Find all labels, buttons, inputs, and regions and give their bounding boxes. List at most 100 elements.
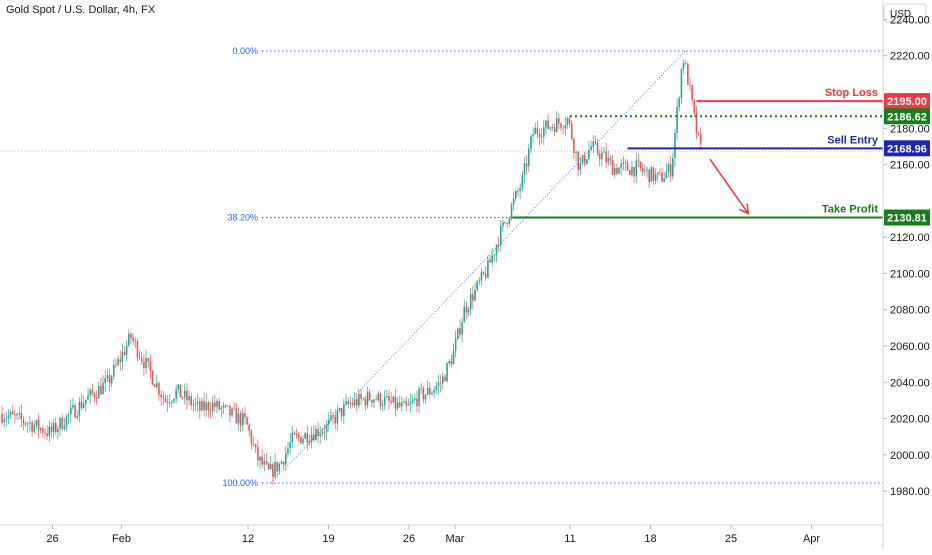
candle-body: [596, 142, 599, 154]
candle-body: [190, 396, 192, 406]
candle-body: [297, 434, 300, 438]
candle-body: [433, 390, 435, 393]
candle-body: [153, 384, 156, 388]
price-tag[interactable]: [884, 209, 930, 226]
candle-body: [108, 375, 111, 384]
candle-body: [598, 153, 601, 160]
candle-body: [661, 172, 663, 182]
fib-level-label: 38.20%: [227, 213, 258, 223]
candle-body: [613, 167, 616, 175]
candle-body: [214, 402, 216, 407]
candle-body: [403, 401, 405, 403]
candle-body: [5, 418, 8, 420]
price-tag-value: 2168.96: [887, 143, 927, 155]
y-tick-label: 2240.00: [890, 14, 930, 26]
candle-body: [401, 402, 403, 407]
candle-body: [366, 392, 369, 406]
candle-body: [508, 218, 511, 224]
x-tick-label: Feb: [112, 533, 131, 545]
candle-body: [125, 345, 128, 355]
candle-body: [345, 401, 347, 405]
candle-body: [72, 405, 74, 408]
candle-body: [362, 398, 364, 400]
arrow-shaft: [709, 158, 749, 214]
candle-body: [336, 410, 339, 424]
candle-body: [97, 385, 100, 399]
candle-body: [183, 390, 186, 398]
candle-body: [42, 428, 44, 434]
candle-body: [287, 448, 289, 454]
candle-body: [674, 132, 676, 159]
candle-body: [467, 309, 470, 313]
candle-body: [308, 441, 311, 443]
candle-body: [186, 390, 188, 401]
x-tick-label: 26: [403, 533, 415, 545]
candle-body: [52, 422, 55, 432]
candle-body: [411, 400, 414, 403]
candle-body: [321, 432, 324, 435]
candle-body: [441, 376, 444, 384]
candle-body: [549, 127, 552, 129]
candle-body: [699, 134, 702, 145]
candle-body: [654, 174, 657, 181]
candle-body: [594, 141, 597, 143]
candle-body: [697, 132, 700, 135]
candle-body: [573, 138, 575, 154]
candle-body: [459, 328, 461, 335]
candle-body: [130, 333, 132, 339]
candle-body: [502, 221, 504, 227]
candle-body: [371, 400, 373, 403]
candle-body: [656, 172, 659, 175]
candle-body: [48, 426, 51, 436]
candle-body: [553, 127, 556, 133]
x-tick-label: 26: [46, 533, 58, 545]
candle-body: [650, 167, 653, 182]
candle-body: [504, 221, 506, 223]
candle-body: [31, 422, 33, 432]
candle-body: [22, 419, 25, 424]
price-tag[interactable]: [884, 108, 930, 125]
candle-body: [194, 403, 197, 405]
fibonacci-retracement[interactable]: 0.00% 38.20% 100.00%: [222, 46, 883, 488]
candle-body: [622, 162, 625, 164]
price-tag[interactable]: [884, 140, 930, 157]
candle-body: [495, 244, 498, 255]
candle-body: [635, 160, 638, 177]
arrow-head: [738, 203, 750, 215]
currency-button[interactable]: [883, 3, 927, 23]
candle-body: [646, 169, 648, 171]
fib-trend-line[interactable]: [270, 50, 686, 484]
candle-body: [446, 363, 448, 382]
candle-body: [254, 444, 257, 447]
candle-body: [689, 84, 691, 86]
price-tag[interactable]: [884, 93, 930, 110]
candle-body: [469, 294, 472, 310]
candle-body: [233, 408, 235, 410]
candle-body: [512, 198, 515, 205]
candle-body: [407, 404, 410, 406]
currency-label[interactable]: USD: [890, 9, 911, 20]
candle-body: [487, 260, 489, 278]
trade-level-label: Sell Entry: [827, 134, 879, 146]
candle-body: [207, 402, 210, 411]
candle-body: [482, 272, 485, 274]
candle-body: [457, 328, 459, 339]
candle-body: [334, 416, 337, 424]
candle-body: [450, 361, 453, 365]
candle-body: [340, 407, 343, 417]
candle-body: [605, 151, 607, 163]
candle-body: [672, 158, 674, 177]
candle-body: [272, 464, 274, 477]
candle-body: [143, 361, 145, 368]
candle-body: [545, 120, 547, 128]
candle-body: [3, 419, 5, 423]
candle-body: [581, 155, 584, 164]
candle-body: [267, 463, 270, 470]
candle-body: [687, 63, 689, 85]
candle-body: [24, 423, 27, 425]
candle-body: [355, 399, 358, 406]
trade-levels[interactable]: Stop Loss 2195.00 2186.62 Sell Entry 2168.96…: [512, 87, 931, 226]
candle-body: [100, 385, 102, 395]
y-tick-label: 2100.00: [890, 268, 930, 280]
